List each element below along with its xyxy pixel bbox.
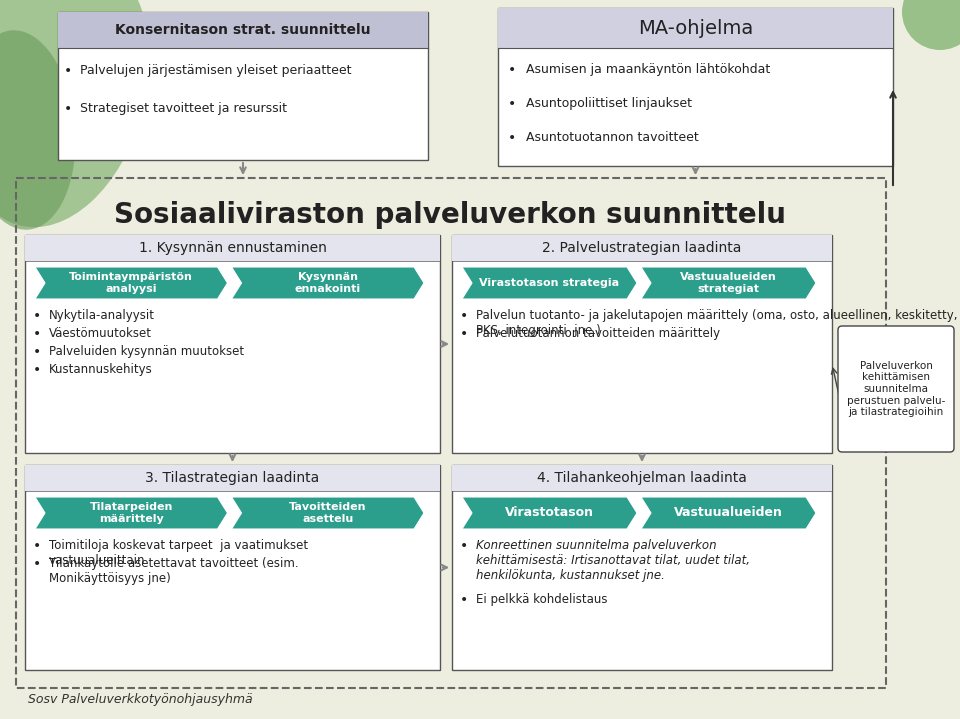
- Text: MA-ohjelma: MA-ohjelma: [637, 19, 754, 37]
- Text: •: •: [33, 363, 41, 377]
- Text: Nykytila-analyysit: Nykytila-analyysit: [49, 309, 155, 322]
- Text: •: •: [508, 97, 516, 111]
- FancyBboxPatch shape: [452, 465, 832, 670]
- Text: •: •: [64, 64, 72, 78]
- Text: Asuntotuotannon tavoitteet: Asuntotuotannon tavoitteet: [526, 131, 699, 144]
- Polygon shape: [462, 497, 637, 529]
- Text: •: •: [508, 63, 516, 77]
- Polygon shape: [462, 267, 637, 299]
- Text: Tilatarpeiden
määrittely: Tilatarpeiden määrittely: [89, 502, 173, 524]
- Text: Väestömuutokset: Väestömuutokset: [49, 327, 152, 340]
- Polygon shape: [231, 267, 424, 299]
- Text: •: •: [460, 327, 468, 341]
- FancyBboxPatch shape: [452, 465, 832, 491]
- Circle shape: [902, 0, 960, 50]
- Text: Toimintaympäristön
analyysi: Toimintaympäristön analyysi: [69, 273, 193, 294]
- Text: 2. Palvelustrategian laadinta: 2. Palvelustrategian laadinta: [542, 241, 742, 255]
- Text: Konreettinen suunnitelma palveluverkon
kehittämisestä: Irtisanottavat tilat, uud: Konreettinen suunnitelma palveluverkon k…: [476, 539, 750, 582]
- Text: Palveluiden kysynnän muutokset: Palveluiden kysynnän muutokset: [49, 345, 244, 358]
- Polygon shape: [641, 267, 816, 299]
- FancyBboxPatch shape: [838, 326, 954, 452]
- Text: Toimitiloja koskevat tarpeet  ja vaatimukset
vastuualueittain: Toimitiloja koskevat tarpeet ja vaatimuk…: [49, 539, 308, 567]
- Text: •: •: [64, 102, 72, 116]
- Text: Virastotason strategia: Virastotason strategia: [479, 278, 619, 288]
- Text: •: •: [460, 593, 468, 607]
- Text: 3. Tilastrategian laadinta: 3. Tilastrategian laadinta: [145, 471, 320, 485]
- Text: Strategiset tavoitteet ja resurssit: Strategiset tavoitteet ja resurssit: [80, 102, 287, 115]
- Text: Palvelujen järjestämisen yleiset periaatteet: Palvelujen järjestämisen yleiset periaat…: [80, 64, 351, 77]
- FancyBboxPatch shape: [452, 235, 832, 453]
- Text: Kysynnän
ennakointi: Kysynnän ennakointi: [295, 273, 361, 294]
- FancyBboxPatch shape: [498, 8, 893, 48]
- Text: 4. Tilahankeohjelman laadinta: 4. Tilahankeohjelman laadinta: [537, 471, 747, 485]
- Text: Asuntopoliittiset linjaukset: Asuntopoliittiset linjaukset: [526, 97, 692, 110]
- Text: •: •: [33, 309, 41, 323]
- Text: •: •: [460, 309, 468, 323]
- Text: •: •: [33, 327, 41, 341]
- Ellipse shape: [0, 0, 149, 227]
- Text: •: •: [508, 131, 516, 145]
- Text: Konsernitason strat. suunnittelu: Konsernitason strat. suunnittelu: [115, 23, 371, 37]
- Text: Sosv Palveluverkkotyönohjausyhmä: Sosv Palveluverkkotyönohjausyhmä: [28, 694, 252, 707]
- Text: Sosiaaliviraston palveluverkon suunnittelu: Sosiaaliviraston palveluverkon suunnitte…: [114, 201, 786, 229]
- Text: Tilankäytölle asetettavat tavoitteet (esim.
Monikäyttöisyys jne): Tilankäytölle asetettavat tavoitteet (es…: [49, 557, 299, 585]
- Text: Ei pelkkä kohdelistaus: Ei pelkkä kohdelistaus: [476, 593, 608, 606]
- FancyBboxPatch shape: [498, 8, 893, 166]
- FancyBboxPatch shape: [58, 12, 428, 160]
- Polygon shape: [641, 497, 816, 529]
- Text: •: •: [33, 539, 41, 553]
- Text: Vastuualueiden: Vastuualueiden: [674, 506, 783, 520]
- Text: •: •: [33, 557, 41, 571]
- Text: Kustannuskehitys: Kustannuskehitys: [49, 363, 153, 376]
- Text: Tavoitteiden
asettelu: Tavoitteiden asettelu: [289, 502, 367, 524]
- FancyBboxPatch shape: [58, 12, 428, 48]
- Text: •: •: [460, 539, 468, 553]
- FancyBboxPatch shape: [25, 465, 440, 670]
- Text: Palvelun tuotanto- ja jakelutapojen määrittely (oma, osto, alueellinen, keskitet: Palvelun tuotanto- ja jakelutapojen määr…: [476, 309, 957, 337]
- Text: 1. Kysynnän ennustaminen: 1. Kysynnän ennustaminen: [138, 241, 326, 255]
- FancyBboxPatch shape: [25, 235, 440, 453]
- Text: Vastuualueiden
strategiat: Vastuualueiden strategiat: [680, 273, 777, 294]
- FancyBboxPatch shape: [452, 235, 832, 261]
- FancyBboxPatch shape: [25, 235, 440, 261]
- Text: Virastotason: Virastotason: [505, 506, 594, 520]
- Text: Palvelutuotannon tavoitteiden määrittely: Palvelutuotannon tavoitteiden määrittely: [476, 327, 720, 340]
- Text: Asumisen ja maankäyntön lähtökohdat: Asumisen ja maankäyntön lähtökohdat: [526, 63, 770, 76]
- Ellipse shape: [0, 30, 76, 230]
- Text: •: •: [33, 345, 41, 359]
- Polygon shape: [35, 497, 228, 529]
- Polygon shape: [231, 497, 424, 529]
- Polygon shape: [35, 267, 228, 299]
- Text: Palveluverkon
kehittämisen
suunnitelma
perustuen palvelu-
ja tilastrategioihin: Palveluverkon kehittämisen suunnitelma p…: [847, 361, 946, 417]
- FancyBboxPatch shape: [25, 465, 440, 491]
